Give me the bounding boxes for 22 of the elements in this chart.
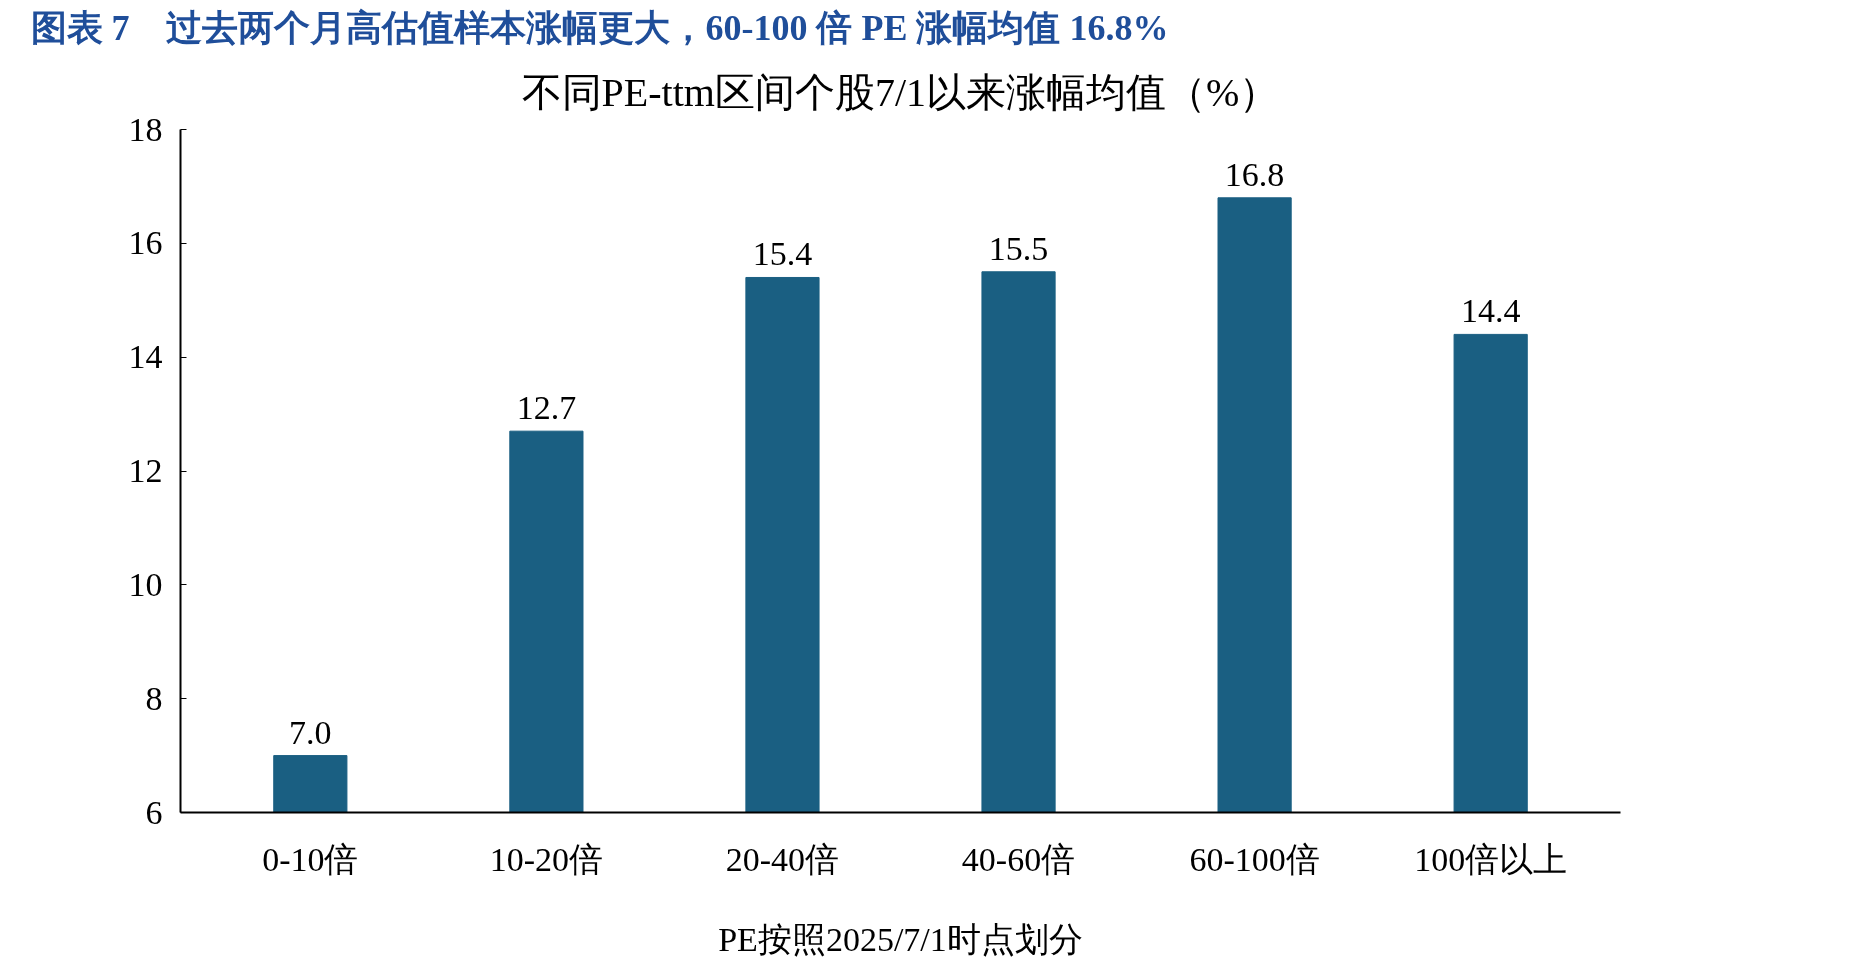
x-tick-label: 0-10倍 bbox=[262, 840, 359, 878]
data-label: 16.8 bbox=[1224, 155, 1285, 193]
chart-subtitle: 不同PE-ttm区间个股7/1以来涨幅均值（%） bbox=[521, 69, 1280, 115]
data-label: 15.5 bbox=[988, 229, 1049, 267]
y-tick-label: 8 bbox=[145, 679, 163, 717]
x-axis-title: PE按照2025/7/1时点划分 bbox=[718, 920, 1083, 958]
y-tick-label: 6 bbox=[145, 793, 163, 831]
data-label: 7.0 bbox=[289, 713, 332, 751]
x-tick-label: 60-100倍 bbox=[1189, 840, 1320, 878]
chart-title: 图表 7 过去两个月高估值样本涨幅更大，60-100 倍 PE 涨幅均值 16.8% bbox=[30, 7, 1169, 48]
data-label: 15.4 bbox=[752, 235, 813, 273]
x-tick-label: 40-60倍 bbox=[961, 840, 1076, 878]
x-tick-label: 20-40倍 bbox=[725, 840, 840, 878]
y-tick-label: 18 bbox=[128, 110, 163, 148]
data-label: 14.4 bbox=[1460, 292, 1521, 330]
y-tick-label: 10 bbox=[128, 565, 163, 603]
y-tick-label: 12 bbox=[128, 452, 163, 489]
y-tick-label: 16 bbox=[128, 224, 163, 262]
y-tick-label: 14 bbox=[128, 338, 163, 376]
x-tick-label: 100倍以上 bbox=[1414, 840, 1568, 878]
data-label: 12.7 bbox=[516, 389, 577, 427]
x-tick-label: 10-20倍 bbox=[489, 840, 604, 878]
